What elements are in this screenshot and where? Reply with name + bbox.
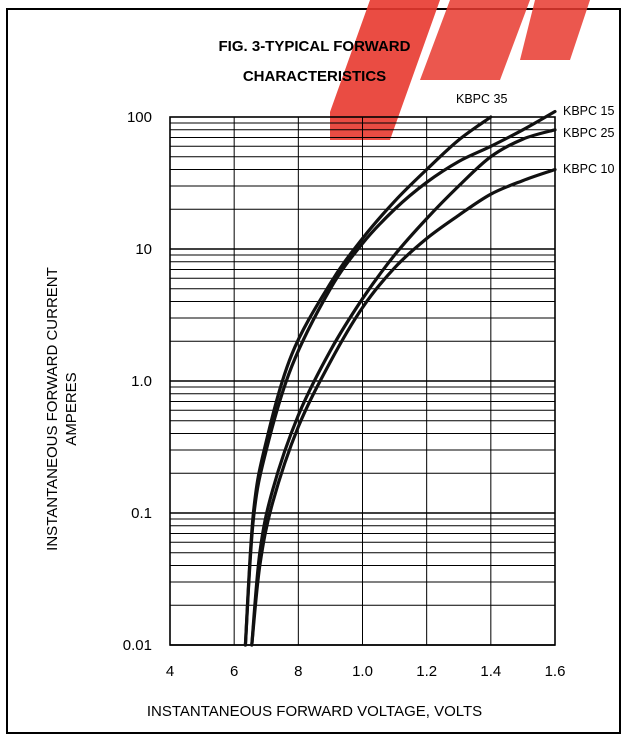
y-tick-label: 1.0 [131,373,152,390]
x-tick-label: 8 [294,663,302,680]
series-line-kbpc-10 [250,167,557,647]
y-axis-label-line1: INSTANTANEOUS FORWARD CURRENT [44,267,61,551]
chart-title: FIG. 3-TYPICAL FORWARD [218,38,411,55]
series-label-kbpc-15: KBPC 15 [563,104,614,118]
y-axis-label: INSTANTANEOUS FORWARD CURRENT AMPERES [43,199,81,619]
x-tick-label: 1.2 [416,663,437,680]
y-tick-label: 0.01 [123,637,152,654]
y-tick-label: 10 [135,241,152,258]
y-tick-label: 0.1 [131,505,152,522]
series-label-kbpc-10: KBPC 10 [563,162,614,176]
x-tick-label: 1.0 [352,663,373,680]
series-label-kbpc-25: KBPC 25 [563,126,614,140]
x-tick-label: 4 [166,663,174,680]
figure-frame [6,8,621,734]
series-line-kbpc-15 [243,109,557,647]
x-axis-label: INSTANTANEOUS FORWARD VOLTAGE, VOLTS [146,703,483,720]
series-line-kbpc-25 [250,128,557,647]
x-tick-label: 1.6 [545,663,566,680]
series-label-kbpc-35: KBPC 35 [456,92,507,106]
y-axis-label-line2: AMPERES [63,372,80,446]
x-tick-label: 1.4 [480,663,501,680]
grid [169,116,556,646]
tick-labels: 4 6 8 1.0 1.2 1.4 1.6 0.01 0.1 1.0 10 100 [123,109,566,680]
x-tick-label: 6 [230,663,238,680]
chart-subtitle: CHARACTERISTICS [242,68,387,85]
series-group [243,109,557,647]
y-tick-label: 100 [127,109,152,126]
series-labels: KBPC 35 KBPC 15 KBPC 25 KBPC 10 [456,92,614,176]
